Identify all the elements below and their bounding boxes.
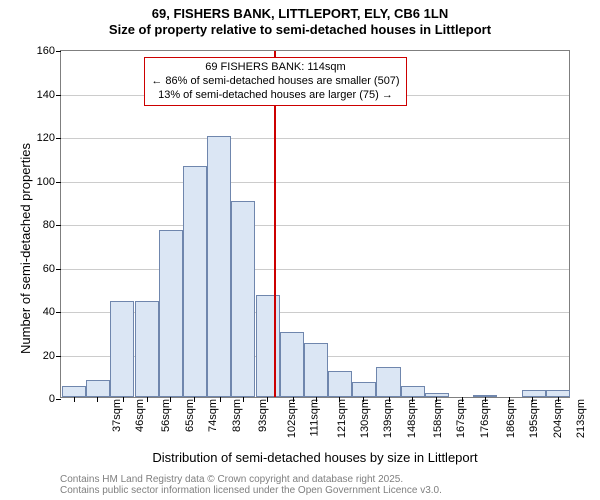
histogram-bar (425, 393, 449, 397)
xtick-label: 37sqm (111, 399, 123, 432)
annotation-line2: ← 86% of semi-detached houses are smalle… (151, 75, 399, 89)
xtick-label: 83sqm (231, 399, 243, 432)
ytick-label: 160 (37, 45, 55, 57)
gridline (61, 225, 569, 226)
histogram-bar (159, 230, 183, 397)
xtick-mark (509, 397, 510, 402)
histogram-bar (522, 390, 546, 397)
ytick-label: 120 (37, 132, 55, 144)
footer-line1: Contains HM Land Registry data © Crown c… (60, 474, 442, 485)
xtick-mark (485, 397, 486, 402)
xtick-mark (74, 397, 75, 402)
xtick-mark (532, 397, 533, 402)
histogram-bar (231, 201, 255, 397)
histogram-bar (183, 166, 207, 397)
xtick-label: 74sqm (207, 399, 219, 432)
xtick-mark (123, 397, 124, 402)
xtick-label: 186sqm (505, 399, 517, 438)
xtick-mark (462, 397, 463, 402)
gridline (61, 138, 569, 139)
chart-plot-area: 02040608010012014016037sqm46sqm56sqm65sq… (60, 50, 570, 398)
xtick-label: 111sqm (308, 399, 320, 437)
x-axis-label: Distribution of semi-detached houses by … (60, 450, 570, 465)
annotation-line1: 69 FISHERS BANK: 114sqm (151, 61, 399, 75)
xtick-mark (412, 397, 413, 402)
ytick-mark (56, 356, 61, 357)
xtick-label: 121sqm (336, 399, 348, 438)
ytick-mark (56, 138, 61, 139)
xtick-label: 56sqm (160, 399, 172, 432)
xtick-label: 148sqm (406, 399, 418, 438)
ytick-mark (56, 312, 61, 313)
xtick-mark (220, 397, 221, 402)
histogram-bar (376, 367, 400, 397)
ytick-mark (56, 399, 61, 400)
figure: 69, FISHERS BANK, LITTLEPORT, ELY, CB6 1… (0, 0, 600, 500)
annotation-line3: 13% of semi-detached houses are larger (… (151, 89, 399, 103)
gridline (61, 182, 569, 183)
ytick-label: 20 (43, 350, 55, 362)
ytick-mark (56, 51, 61, 52)
gridline (61, 269, 569, 270)
title-line1: 69, FISHERS BANK, LITTLEPORT, ELY, CB6 1… (0, 6, 600, 22)
histogram-bar (62, 386, 86, 397)
footer-attribution: Contains HM Land Registry data © Crown c… (60, 474, 442, 496)
histogram-bar (352, 382, 376, 397)
xtick-mark (243, 397, 244, 402)
xtick-label: 130sqm (359, 399, 371, 438)
xtick-label: 195sqm (528, 399, 540, 438)
xtick-label: 65sqm (184, 399, 196, 432)
title-line2: Size of property relative to semi-detach… (0, 22, 600, 38)
histogram-bar (280, 332, 304, 397)
xtick-mark (147, 397, 148, 402)
histogram-bar (401, 386, 425, 397)
xtick-label: 102sqm (286, 399, 298, 438)
ytick-label: 100 (37, 176, 55, 188)
annotation-box: 69 FISHERS BANK: 114sqm← 86% of semi-det… (144, 57, 406, 106)
histogram-bar (328, 371, 352, 397)
ytick-mark (56, 95, 61, 96)
xtick-mark (316, 397, 317, 402)
ytick-mark (56, 182, 61, 183)
ytick-label: 80 (43, 219, 55, 231)
xtick-mark (97, 397, 98, 402)
histogram-bar (110, 301, 134, 397)
xtick-mark (194, 397, 195, 402)
ytick-mark (56, 269, 61, 270)
histogram-bar (207, 136, 231, 397)
xtick-label: 213sqm (575, 399, 587, 438)
xtick-label: 93sqm (257, 399, 269, 432)
ytick-label: 140 (37, 89, 55, 101)
xtick-mark (170, 397, 171, 402)
histogram-bar (135, 301, 159, 397)
xtick-label: 167sqm (455, 399, 467, 438)
xtick-label: 204sqm (552, 399, 564, 438)
xtick-mark (339, 397, 340, 402)
xtick-label: 46sqm (134, 399, 146, 432)
histogram-bar (86, 380, 110, 397)
ytick-label: 40 (43, 306, 55, 318)
xtick-label: 176sqm (479, 399, 491, 438)
xtick-label: 139sqm (383, 399, 395, 438)
xtick-label: 158sqm (432, 399, 444, 438)
histogram-bar (304, 343, 328, 397)
xtick-mark (558, 397, 559, 402)
footer-line2: Contains public sector information licen… (60, 485, 442, 496)
xtick-mark (293, 397, 294, 402)
ytick-mark (56, 225, 61, 226)
ytick-label: 0 (49, 393, 55, 405)
y-axis-label: Number of semi-detached properties (18, 143, 33, 354)
xtick-mark (436, 397, 437, 402)
title-block: 69, FISHERS BANK, LITTLEPORT, ELY, CB6 1… (0, 0, 600, 39)
xtick-mark (363, 397, 364, 402)
xtick-mark (267, 397, 268, 402)
xtick-mark (389, 397, 390, 402)
ytick-label: 60 (43, 263, 55, 275)
